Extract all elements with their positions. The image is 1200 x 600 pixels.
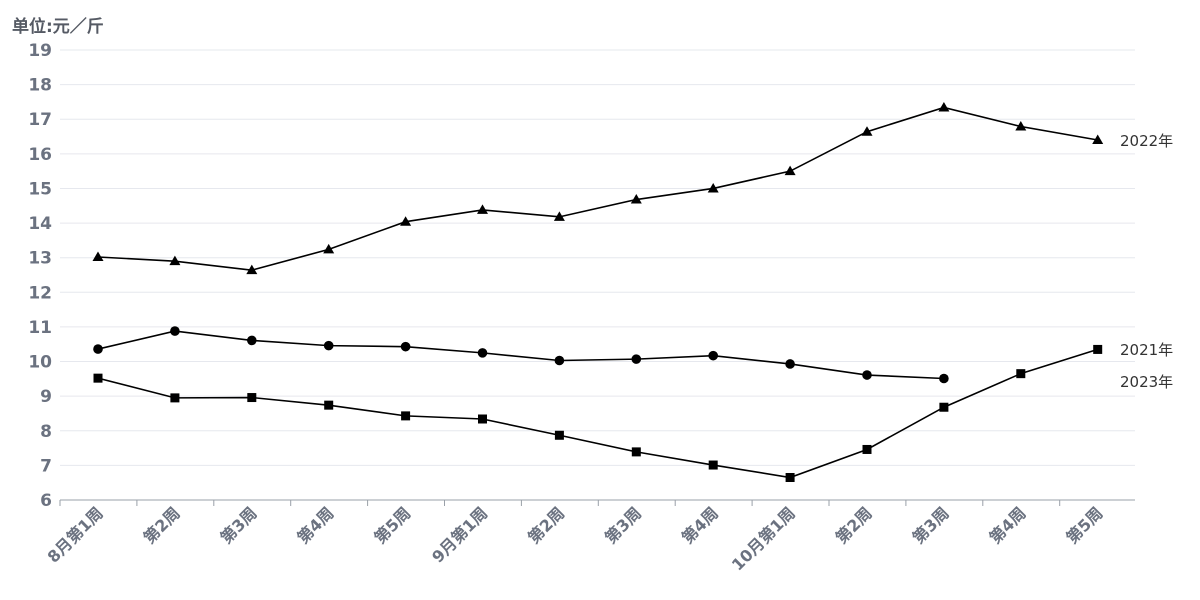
data-point [785, 359, 795, 369]
data-point [785, 473, 795, 482]
x-tick-label: 第2周 [524, 503, 568, 547]
series-lines [92, 101, 1104, 482]
data-point [553, 211, 565, 221]
y-tick-label: 7 [40, 456, 52, 476]
series-label: 2022年 [1120, 132, 1173, 150]
data-point [554, 430, 564, 440]
y-tick-label: 15 [28, 179, 52, 199]
y-tick-label: 17 [28, 110, 52, 130]
y-tick-label: 10 [28, 353, 52, 373]
x-tick-label: 第5周 [370, 503, 414, 547]
y-tick-label: 13 [28, 249, 52, 269]
data-point [630, 194, 642, 204]
data-point [477, 204, 488, 214]
data-point [169, 255, 181, 266]
data-point [401, 411, 411, 421]
data-point [400, 216, 412, 226]
x-tick-label: 第2周 [140, 503, 184, 547]
data-point [1092, 134, 1104, 144]
x-tick-label: 第4周 [678, 503, 722, 547]
series-labels: 2022年 2021年 2023年 [1120, 132, 1173, 391]
data-point [324, 400, 334, 410]
y-tick-label: 12 [28, 283, 52, 303]
data-point [93, 373, 103, 383]
y-tick-label: 14 [28, 214, 52, 234]
data-point [1015, 121, 1027, 131]
y-tick-label: 18 [28, 76, 52, 96]
data-point [554, 355, 565, 366]
y-axis-ticks: 6 7 8 9 10 11 12 13 14 15 16 17 18 19 [28, 41, 52, 511]
x-tick-label: 第4周 [986, 503, 1030, 547]
y-tick-label: 19 [28, 41, 52, 61]
data-point [92, 251, 104, 261]
data-point [400, 341, 411, 352]
y-tick-label: 8 [40, 422, 52, 442]
x-tick-label: 第5周 [1063, 503, 1107, 547]
data-point [323, 243, 335, 254]
x-tick-label: 10月第1周 [728, 503, 799, 574]
data-point [247, 393, 257, 403]
data-point [323, 340, 334, 351]
series-line [97, 106, 1098, 271]
data-point [1016, 369, 1026, 379]
data-point [477, 348, 488, 358]
data-point [939, 402, 949, 412]
data-point [862, 444, 872, 454]
x-tick-label: 8月第1周 [44, 503, 107, 566]
y-tick-label: 6 [40, 491, 52, 511]
data-point [170, 326, 180, 336]
data-point [631, 354, 642, 364]
grid-lines [60, 49, 1135, 466]
x-axis [59, 499, 1135, 506]
data-point [1093, 344, 1103, 354]
data-point [938, 101, 950, 112]
x-axis-ticks: 8月第1周 第2周 第3周 第4周 第5周 9月第1周 第2周 第3周 第4周 10月第1周 第2周… [44, 503, 1107, 574]
y-tick-label: 16 [28, 145, 52, 165]
data-point [478, 414, 487, 424]
data-point [247, 335, 257, 346]
series-label: 2021年 [1120, 341, 1173, 359]
data-point [708, 460, 718, 470]
x-tick-label: 9月第1周 [428, 503, 491, 566]
data-point [862, 370, 872, 380]
x-tick-label: 第2周 [832, 503, 876, 547]
data-point [784, 165, 796, 176]
unit-label: 单位:元／斤 [12, 16, 104, 37]
x-tick-label: 第3周 [217, 503, 261, 547]
data-point [170, 393, 180, 403]
data-point [631, 447, 641, 457]
data-point [707, 182, 719, 193]
y-tick-label: 9 [40, 387, 52, 407]
series-line [97, 330, 944, 380]
series-label: 2023年 [1120, 373, 1173, 391]
data-point [939, 373, 949, 384]
x-tick-label: 第3周 [601, 503, 645, 547]
series-triangle [92, 101, 1104, 275]
series-square [93, 344, 1103, 482]
data-point [246, 264, 258, 275]
x-tick-label: 第4周 [294, 503, 338, 547]
data-point [861, 126, 873, 136]
data-point [708, 350, 718, 361]
x-tick-label: 第3周 [909, 503, 953, 547]
series-line [97, 348, 1098, 479]
series-circle [93, 326, 949, 384]
data-point [93, 344, 103, 354]
y-tick-label: 11 [28, 318, 52, 338]
